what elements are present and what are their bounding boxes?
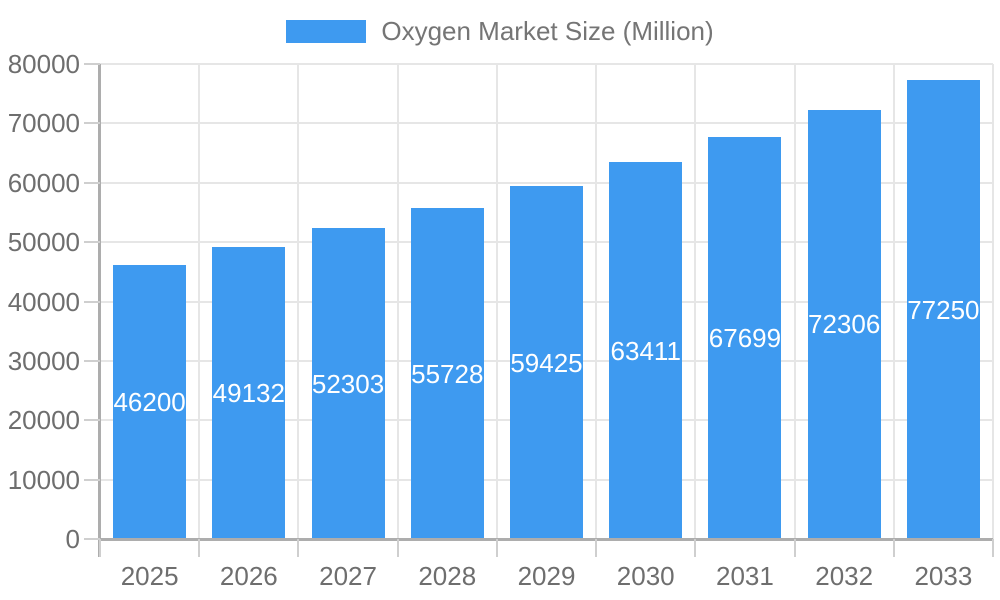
v-gridline [495,64,498,539]
bar-value-label: 67699 [708,323,782,354]
y-tick-mark [84,359,100,362]
x-axis-baseline [100,538,993,541]
y-tick-mark [84,122,100,125]
y-tick-mark [84,63,100,65]
legend-swatch [286,19,367,43]
h-gridline [100,63,993,65]
y-tick-label: 40000 [7,286,80,317]
v-gridline [892,64,895,539]
y-tick-mark [84,300,100,303]
legend[interactable]: Oxygen Market Size (Million) [0,16,1000,46]
v-gridline [396,64,399,539]
v-gridline [793,64,796,539]
x-tick-mark [297,539,300,557]
bar-value-label: 55728 [411,358,484,389]
y-tick-mark [84,241,100,244]
y-tick-label: 80000 [7,49,80,79]
x-tick-mark [198,539,201,557]
y-tick-label: 30000 [7,345,80,376]
v-gridline [694,64,697,539]
v-gridline [992,64,994,539]
legend-label: Oxygen Market Size (Million) [381,16,714,46]
x-tick-mark [793,539,796,557]
bar-2033[interactable] [906,80,980,539]
y-tick-label: 0 [65,524,80,554]
y-tick-label: 50000 [7,227,80,258]
y-tick-label: 10000 [7,464,80,495]
y-tick-label: 60000 [7,167,80,198]
bar-2028[interactable] [410,208,484,539]
x-tick-label: 2027 [319,561,377,591]
bar-2027[interactable] [311,228,385,539]
bar-2031[interactable] [708,137,782,539]
h-gridline [100,181,993,184]
x-tick-label: 2030 [616,561,675,591]
x-tick-label: 2028 [418,561,477,591]
x-tick-mark [396,539,399,557]
x-tick-label: 2033 [914,561,973,591]
x-tick-label: 2029 [517,561,576,591]
x-tick-label: 2025 [120,561,179,591]
v-gridline [198,64,201,539]
x-tick-mark [495,539,498,557]
y-axis-line [98,64,101,557]
y-tick-mark [84,181,100,184]
x-tick-mark [892,539,895,557]
bar-value-label: 63411 [610,335,681,366]
y-tick-mark [84,419,100,422]
h-gridline [100,122,993,125]
y-tick-mark [84,478,100,481]
bar-value-label: 59425 [510,347,583,378]
bar-2030[interactable] [609,162,683,539]
bar-value-label: 49132 [212,378,285,409]
y-tick-mark [84,538,100,540]
y-tick-label: 20000 [7,405,80,436]
x-tick-mark [595,539,598,557]
x-tick-mark [694,539,697,557]
bar-2026[interactable] [212,247,286,539]
bar-value-label: 52303 [311,368,385,399]
bar-2025[interactable] [113,264,187,539]
y-tick-label: 70000 [7,108,80,139]
x-tick-label: 2032 [815,561,874,591]
bar-value-label: 46200 [113,386,186,417]
bar-2032[interactable] [807,109,881,539]
bar-value-label: 77250 [907,294,980,325]
x-tick-label: 2031 [716,561,774,591]
bar-2029[interactable] [510,186,583,539]
x-tick-mark [992,539,994,557]
bar-value-label: 72306 [808,309,881,340]
x-tick-label: 2026 [219,561,278,591]
x-tick-mark [99,539,101,557]
v-gridline [297,64,300,539]
v-gridline [595,64,598,539]
